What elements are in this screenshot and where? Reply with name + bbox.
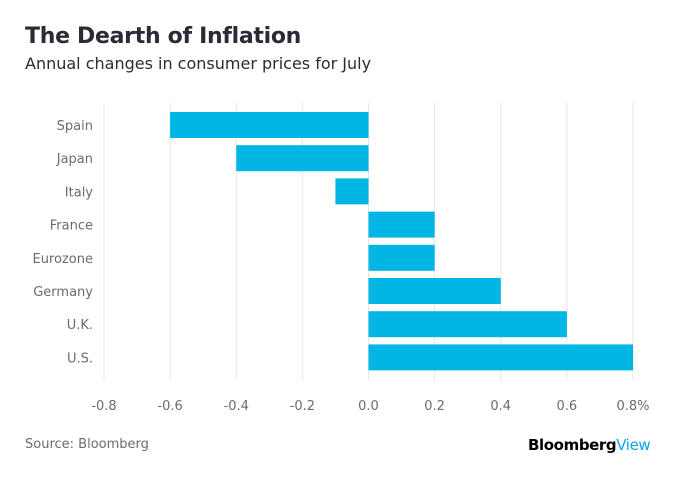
- logo-light: View: [616, 436, 651, 454]
- category-label: Japan: [56, 152, 93, 167]
- bloomberg-view-logo: BloombergView: [528, 436, 651, 454]
- x-tick-label: -0.4: [224, 399, 249, 414]
- bar-germany: [368, 278, 501, 304]
- category-label: Spain: [57, 119, 93, 134]
- bar-italy: [335, 178, 369, 205]
- bar-france: [368, 211, 435, 238]
- bar-eurozone: [368, 244, 435, 271]
- bar-spain: [170, 112, 369, 138]
- category-label: France: [50, 219, 93, 234]
- bar-us: [368, 344, 633, 371]
- category-label: Germany: [33, 285, 93, 300]
- x-tick-label: 0.4: [490, 399, 511, 414]
- bar-uk: [368, 311, 567, 338]
- x-tick-label: 0.8%: [616, 399, 649, 414]
- category-label: U.K.: [67, 318, 93, 333]
- chart-title: The Dearth of Inflation: [25, 24, 302, 49]
- source-note: Source: Bloomberg: [25, 437, 149, 452]
- category-label: Italy: [65, 185, 94, 200]
- bar-japan: [236, 145, 369, 172]
- x-tick-label: -0.6: [157, 399, 182, 414]
- x-tick-label: 0.0: [358, 399, 379, 414]
- chart-subtitle: Annual changes in consumer prices for Ju…: [25, 54, 372, 73]
- x-tick-label: -0.8: [91, 399, 116, 414]
- x-tick-label: 0.2: [424, 399, 445, 414]
- category-label: Eurozone: [33, 252, 93, 267]
- x-tick-label: 0.6: [557, 399, 578, 414]
- x-tick-label: -0.2: [290, 399, 315, 414]
- logo-bold: Bloomberg: [528, 436, 617, 454]
- category-label: U.S.: [67, 351, 93, 366]
